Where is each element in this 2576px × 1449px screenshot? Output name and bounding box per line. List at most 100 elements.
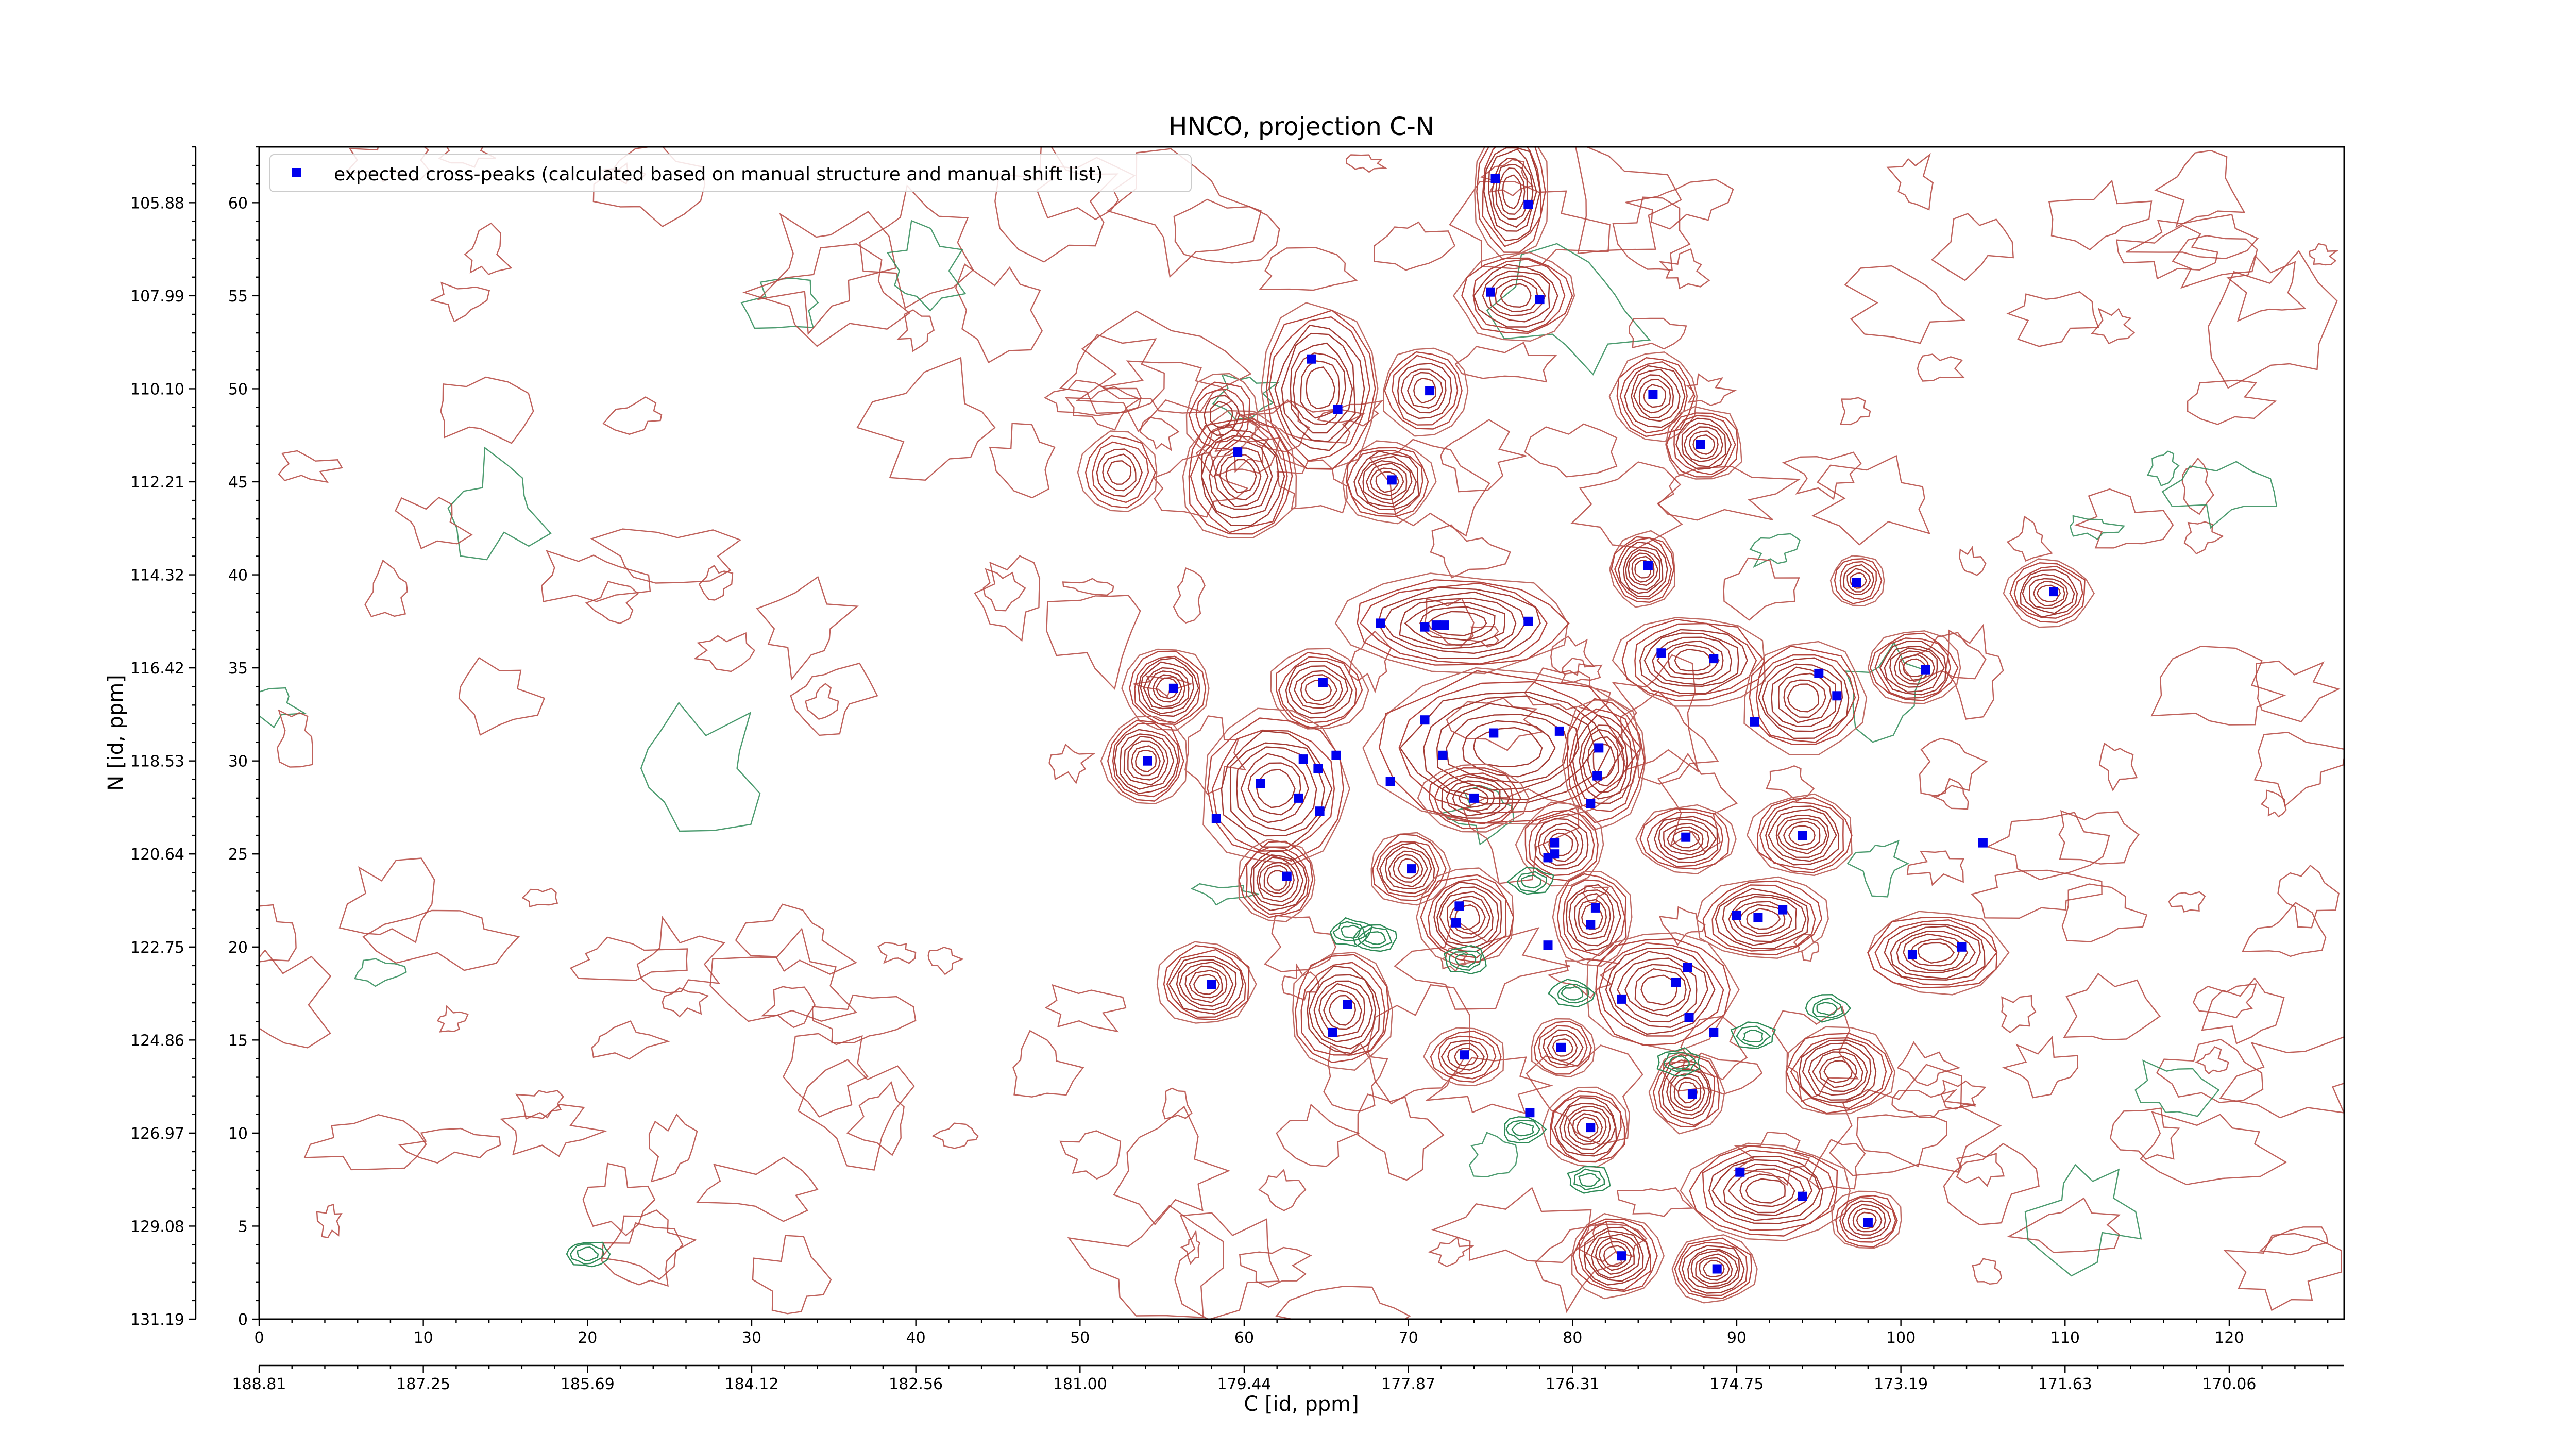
contour-level	[1214, 447, 1269, 508]
contour-level	[1200, 435, 1280, 519]
contour-level	[1619, 361, 1688, 434]
noise-contour	[955, 263, 1043, 364]
contour-level	[1663, 823, 1709, 856]
contour-level	[1638, 379, 1671, 414]
noise-contour	[1480, 159, 1534, 197]
contour-level	[1682, 1245, 1745, 1294]
contour-level	[1783, 820, 1821, 851]
contour-level	[1492, 158, 1534, 228]
noise-contour	[1629, 317, 1687, 350]
noise-contour	[1106, 148, 1262, 278]
cross-peak-marker	[1750, 717, 1759, 727]
noise-contour	[1891, 1089, 1976, 1118]
noise-contour	[1959, 545, 1987, 576]
contour-level	[1625, 549, 1661, 591]
noise-contour	[757, 211, 897, 335]
contour-level	[1643, 632, 1739, 687]
noise-contour	[398, 1127, 501, 1164]
cross-peak-marker	[1523, 199, 1533, 209]
y-ppm-tick-label: 124.86	[130, 1032, 184, 1050]
y-tick-label: 25	[228, 846, 248, 864]
contour-level	[1416, 867, 1514, 965]
contour-level	[1288, 665, 1349, 714]
contour-level	[1683, 426, 1723, 462]
contour-level	[1702, 880, 1823, 956]
contour-level	[1121, 648, 1210, 731]
noise-contour	[1259, 247, 1358, 291]
contour-level	[1611, 536, 1675, 603]
contour-level	[1138, 657, 1199, 717]
noise-contour	[278, 450, 343, 483]
y-tick-label: 55	[228, 288, 248, 306]
contour-level	[1639, 808, 1730, 870]
noise-contour	[1428, 1236, 1475, 1268]
contour-level	[2009, 562, 2086, 624]
cross-peak-marker	[1556, 1042, 1566, 1052]
x-tick-label: 30	[742, 1329, 761, 1347]
contour-level	[1856, 1211, 1877, 1230]
peak-contour-group	[1077, 430, 1158, 512]
noise-contour	[636, 915, 725, 994]
noise-contour	[790, 662, 878, 736]
noise-contour	[1113, 1105, 1230, 1226]
noise-contour	[974, 555, 1041, 642]
noise-contour	[1367, 984, 1470, 1105]
peak-contour-group	[1423, 1027, 1504, 1087]
noise-contour	[1526, 1044, 1643, 1145]
contour-level	[1193, 974, 1221, 995]
peak-contour-group	[1609, 530, 1675, 608]
contour-level	[1695, 1253, 1733, 1284]
noise-contour	[782, 1033, 869, 1118]
peak-contour-group	[1648, 1052, 1725, 1135]
contour-level	[1182, 410, 1297, 538]
contour-level	[1668, 644, 1720, 676]
cross-peak-marker	[1523, 616, 1533, 626]
noise-contour	[1174, 1212, 1280, 1319]
noise-contour	[2098, 742, 2138, 791]
contour-level	[1722, 894, 1807, 946]
noise-contour	[1856, 1114, 1947, 1168]
contour-level	[1633, 374, 1674, 418]
contour-level	[1839, 1197, 1896, 1243]
noise-contour	[1258, 1169, 1307, 1211]
contour-level	[1342, 440, 1437, 525]
negative-contour	[1504, 1116, 1547, 1143]
contour-level	[1346, 450, 1423, 515]
contour-level	[1384, 846, 1432, 890]
contour-level	[1488, 148, 1537, 232]
noise-contour	[698, 565, 734, 601]
contour-level	[1648, 1052, 1725, 1135]
peak-contour-group	[1785, 1026, 1896, 1115]
contour-level	[1846, 568, 1871, 593]
contour-level	[1541, 1086, 1629, 1168]
cross-peak-marker	[1420, 715, 1430, 725]
contour-level	[1195, 388, 1245, 443]
y-ppm-tick-label: 131.19	[130, 1311, 184, 1329]
noise-contour	[1180, 1229, 1201, 1265]
noise-contour	[1811, 454, 1930, 546]
contour-level	[1357, 579, 1570, 666]
noise-contour	[464, 222, 513, 275]
cross-peak-marker	[1439, 620, 1449, 630]
contour-level	[1436, 703, 1580, 791]
y-ppm-tick-label: 129.08	[130, 1218, 184, 1236]
peak-contour-group	[1185, 373, 1259, 458]
noise-contour	[2048, 179, 2153, 251]
contour-level	[1285, 660, 1353, 719]
noise-contour	[429, 281, 490, 323]
contour-level	[1847, 1204, 1886, 1236]
contour-level	[1308, 974, 1377, 1050]
contour-level	[1896, 931, 1976, 973]
noise-contour	[1357, 1093, 1445, 1181]
contour-level	[1369, 467, 1404, 496]
negative-contour	[1561, 986, 1584, 1001]
contour-level	[1647, 811, 1724, 867]
cross-peak-marker	[1617, 1251, 1626, 1261]
contour-level	[1715, 888, 1809, 950]
noise-contour	[1577, 1223, 1648, 1262]
negative-contour	[1329, 917, 1373, 947]
x-axis-ppm: 188.81 187.25 185.69 184.12 182.56 181.00 179.…	[232, 1364, 2344, 1393]
contour-level	[1202, 707, 1350, 865]
contour-level	[1843, 564, 1874, 596]
